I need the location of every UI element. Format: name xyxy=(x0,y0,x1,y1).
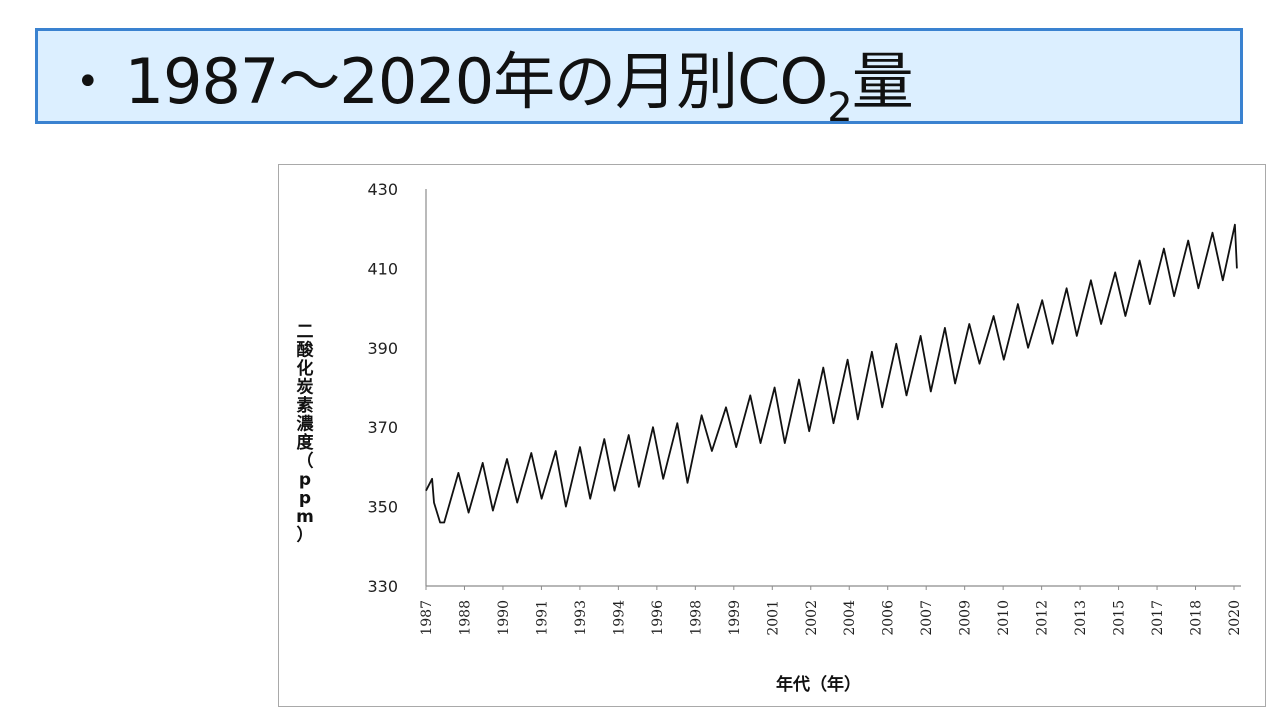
title-main: 1987～2020年の月別CO xyxy=(124,45,829,118)
x-tick-label: 1998 xyxy=(688,600,704,636)
x-tick-label: 1996 xyxy=(650,600,666,636)
x-tick-label: 2017 xyxy=(1150,600,1166,636)
x-tick-label: 2020 xyxy=(1227,600,1243,636)
x-tick-label: 1994 xyxy=(611,600,627,636)
y-tick-label: 350 xyxy=(367,498,398,517)
y-tick-label: 370 xyxy=(367,418,398,437)
x-tick-label: 2002 xyxy=(804,600,820,636)
x-tick-label: 2013 xyxy=(1073,600,1089,636)
y-tick-label: 330 xyxy=(367,577,398,596)
x-tick-label: 1990 xyxy=(496,600,512,636)
title-banner: • 1987～2020年の月別CO2量 xyxy=(35,28,1243,131)
x-tick-label: 1999 xyxy=(727,600,743,636)
x-tick-label: 2018 xyxy=(1189,600,1205,636)
x-tick-label: 1987 xyxy=(419,600,435,636)
x-tick-label: 2010 xyxy=(996,600,1012,636)
y-tick-label: 390 xyxy=(367,339,398,358)
x-axis-title: 年代（年） xyxy=(776,674,861,695)
x-tick-label: 2007 xyxy=(919,600,935,636)
slide-title: • 1987～2020年の月別CO2量 xyxy=(38,31,914,131)
y-tick-label: 430 xyxy=(367,180,398,199)
x-tick-label: 2004 xyxy=(842,600,858,636)
x-tick-label: 2001 xyxy=(765,600,781,636)
x-tick-label: 1988 xyxy=(457,600,473,636)
y-axis-title: 二酸化炭素濃度（ p p m） xyxy=(296,322,314,546)
x-tick-label: 2012 xyxy=(1035,600,1051,636)
x-tick-label: 2009 xyxy=(958,600,974,636)
co2-line-chart: 330 350 370 390 410 430 1987 1988 1990 1991 1993 19… xyxy=(296,180,1243,695)
bullet-icon: • xyxy=(76,59,100,105)
title-subscript: 2 xyxy=(827,85,852,131)
x-tick-label: 2015 xyxy=(1112,600,1128,636)
x-tick-label: 1993 xyxy=(573,600,589,636)
series-line-co2 xyxy=(425,223,1238,524)
title-suffix: 量 xyxy=(851,45,914,118)
chart-frame: 330 350 370 390 410 430 1987 1988 1990 1991 1993 19… xyxy=(278,164,1266,707)
y-tick-label: 410 xyxy=(367,259,398,278)
x-tick-label: 1991 xyxy=(534,600,550,636)
x-tick-label: 2006 xyxy=(881,600,897,636)
